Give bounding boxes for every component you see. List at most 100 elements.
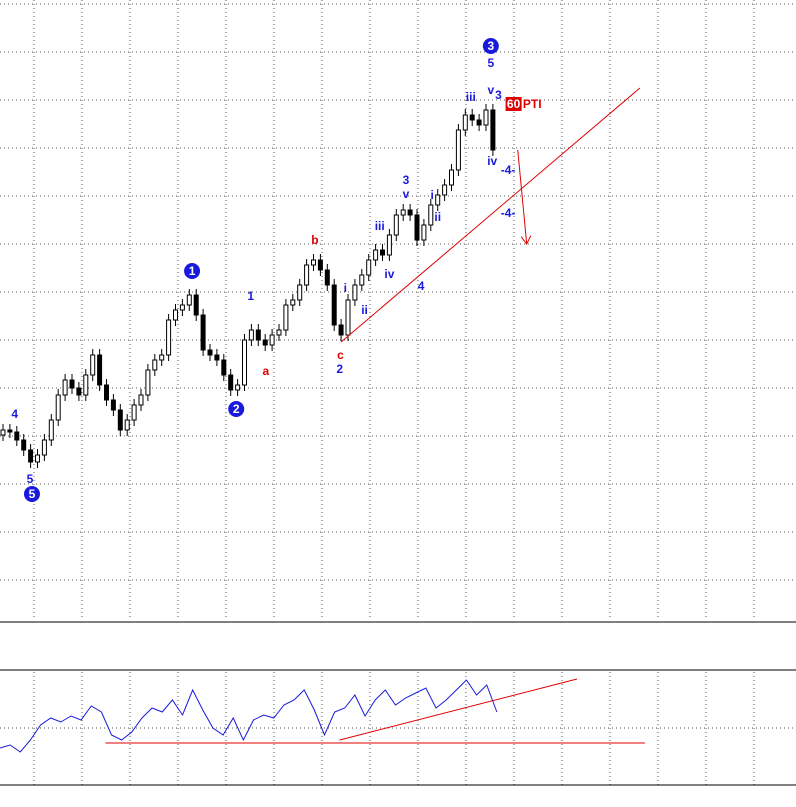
wave-circle [184, 263, 201, 279]
candle-body [62, 379, 68, 396]
wave-label: -4- [501, 206, 516, 220]
wave-label: 5 [27, 472, 34, 486]
candle-body [373, 249, 379, 261]
candle-body [469, 114, 475, 121]
candle-body [200, 314, 206, 351]
wave-circle [23, 486, 40, 502]
candle-body [380, 249, 385, 256]
candle-body [262, 339, 268, 346]
indicator-trend-line [339, 678, 578, 741]
label-box [505, 97, 522, 111]
candle-body [41, 439, 47, 456]
candle-body [221, 359, 227, 376]
candle-body [28, 449, 34, 463]
wave-label: 3 [487, 39, 494, 53]
wave-label: a [263, 364, 270, 378]
candle-body [386, 234, 392, 256]
candle-body [193, 294, 199, 316]
candle-body [235, 384, 241, 391]
wave-label: iii [466, 90, 476, 104]
wave-label: PTI [523, 97, 542, 111]
candle-body [179, 304, 185, 311]
wave-label: 4 [11, 407, 18, 421]
candle-body [483, 109, 489, 126]
wave-label: 60 [507, 97, 521, 111]
candle-body [338, 324, 344, 336]
candle-body [407, 209, 413, 216]
candle-body [228, 374, 234, 391]
wave-label: 3 [403, 173, 410, 187]
candle-body [311, 259, 316, 266]
candle-body [352, 284, 358, 301]
candle-body [207, 349, 213, 356]
wave-label: -4- [501, 163, 516, 177]
wave-label: i [344, 281, 347, 295]
candle-body [366, 259, 372, 276]
wave-label: 3 [495, 88, 502, 102]
candle-body [69, 379, 75, 389]
candle-body [359, 274, 365, 286]
wave-label: 1 [247, 289, 254, 303]
wave-label: 5 [487, 56, 494, 70]
candle-body [76, 387, 82, 396]
candle-body [117, 409, 123, 431]
wave-label: i [431, 188, 434, 202]
candle-body [0, 429, 6, 436]
candle-body [138, 394, 144, 406]
wave-label: iv [487, 154, 497, 168]
candle-body [455, 129, 461, 171]
candle-body [462, 114, 468, 131]
candle-body [90, 354, 96, 376]
wave-label: c [337, 348, 344, 362]
trend-line [517, 149, 527, 244]
candle-body [414, 214, 420, 241]
candle-body [393, 214, 399, 236]
candle-body [304, 264, 310, 286]
candle-body [490, 109, 496, 151]
candle-body [242, 339, 247, 386]
candle-body [173, 309, 178, 321]
wave-label: iii [375, 219, 385, 233]
candle-body [400, 209, 406, 216]
wave-label: iv [384, 267, 394, 281]
candle-body [317, 259, 323, 271]
candle-body [35, 454, 40, 463]
candle-body [290, 299, 296, 306]
candle-body [131, 404, 137, 421]
candle-body [297, 284, 303, 301]
candle-body [166, 319, 172, 356]
candle-body [145, 369, 151, 396]
candle-body [435, 194, 441, 206]
candle-body [269, 334, 275, 346]
wave-label: 1 [189, 264, 196, 278]
candle-body [83, 374, 89, 396]
candle-body [276, 329, 282, 336]
candle-body [110, 399, 116, 411]
candle-body [345, 299, 351, 336]
wave-label: 2 [336, 362, 343, 376]
candle-body [324, 269, 330, 286]
candle-body [255, 329, 261, 341]
wave-label: v [403, 187, 410, 201]
candle-body [283, 304, 289, 331]
candle-body [428, 204, 434, 226]
candle-body [421, 224, 427, 241]
candle-body [124, 419, 130, 431]
candle-body [55, 394, 61, 421]
candle-body [449, 169, 454, 186]
candle-body [331, 284, 337, 326]
wave-circle [482, 38, 499, 54]
candle-body [476, 119, 482, 126]
candle-body [248, 329, 254, 341]
grid [0, 0, 796, 786]
wave-circle [228, 401, 245, 417]
wave-label: 4 [418, 279, 425, 293]
wave-label: b [311, 233, 318, 247]
candle-body [442, 184, 448, 196]
candle-body [214, 354, 220, 361]
candle-body [21, 439, 27, 451]
wave-label: ii [434, 210, 441, 224]
indicator-line [0, 679, 498, 753]
